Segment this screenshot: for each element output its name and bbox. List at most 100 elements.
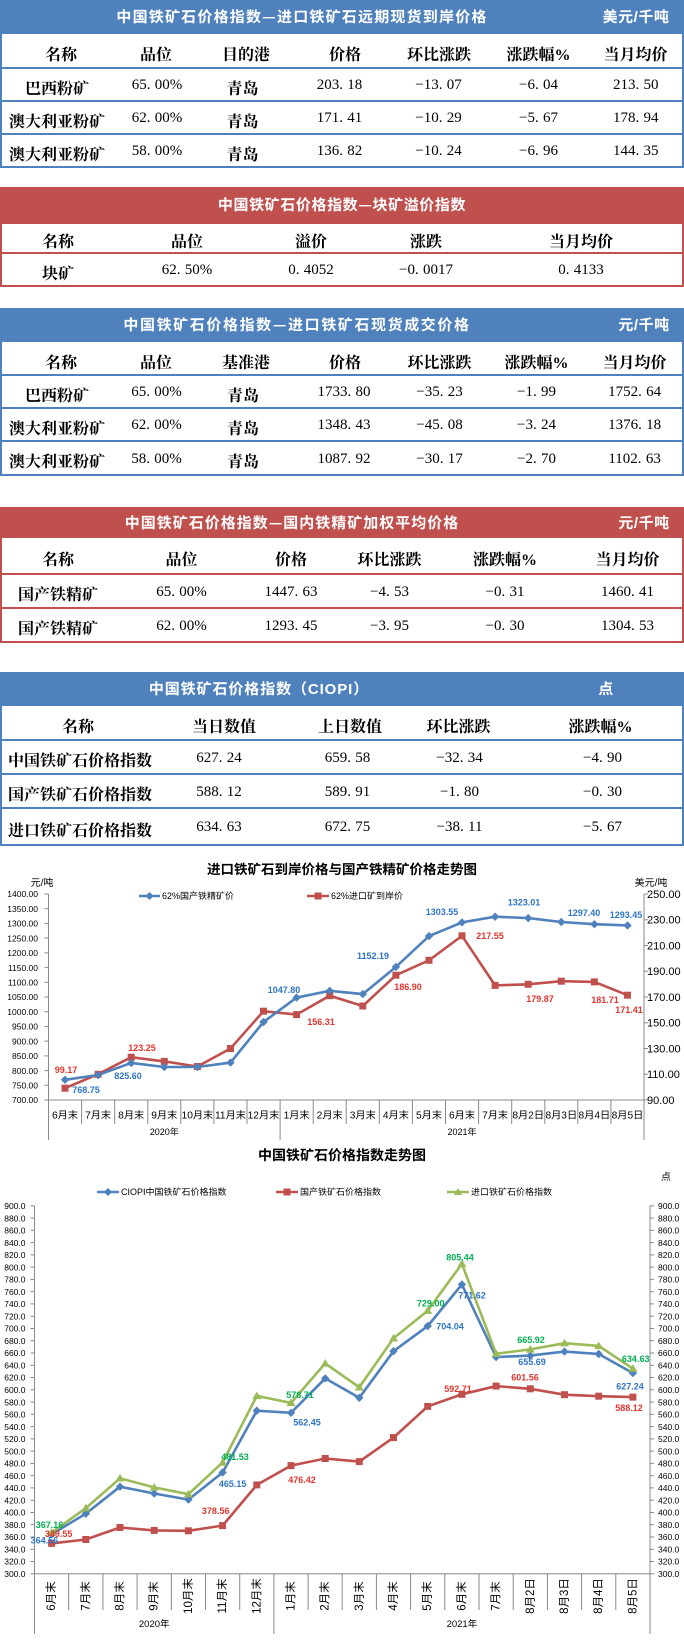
svg-text:805.44: 805.44	[446, 1251, 474, 1264]
svg-text:740.0: 740.0	[4, 1298, 26, 1310]
svg-text:360.0: 360.0	[4, 1531, 26, 1543]
svg-text:5月末: 5月末	[419, 1581, 435, 1611]
svg-text:8月3日: 8月3日	[556, 1578, 572, 1614]
svg-text:62%国产铁精矿价: 62%国产铁精矿价	[162, 889, 234, 902]
svg-text:7月末: 7月末	[488, 1581, 504, 1611]
svg-text:729.00: 729.00	[417, 1297, 445, 1310]
svg-text:8月2日: 8月2日	[522, 1578, 538, 1614]
svg-text:840.0: 840.0	[4, 1237, 26, 1249]
svg-text:580.0: 580.0	[4, 1396, 26, 1408]
svg-text:880.0: 880.0	[4, 1212, 26, 1224]
svg-text:660.0: 660.0	[4, 1347, 26, 1359]
svg-text:540.0: 540.0	[658, 1421, 680, 1433]
svg-text:217.55: 217.55	[476, 929, 504, 942]
svg-text:340.0: 340.0	[4, 1544, 26, 1556]
svg-text:1152.19: 1152.19	[357, 949, 389, 962]
svg-text:美元/吨: 美元/吨	[635, 874, 668, 889]
svg-text:634.63: 634.63	[622, 1352, 650, 1365]
svg-text:99.17: 99.17	[55, 1063, 78, 1076]
svg-text:3月末: 3月末	[351, 1581, 367, 1611]
svg-text:110.00: 110.00	[647, 1066, 680, 1082]
svg-text:170.00: 170.00	[647, 989, 681, 1005]
svg-text:349.55: 349.55	[45, 1527, 73, 1540]
svg-text:400.0: 400.0	[658, 1507, 680, 1519]
svg-text:2021年: 2021年	[447, 1616, 478, 1630]
svg-text:1月末: 1月末	[283, 1581, 299, 1611]
svg-text:320.0: 320.0	[658, 1556, 680, 1568]
svg-text:2020年: 2020年	[150, 1125, 179, 1138]
svg-text:601.56: 601.56	[511, 1371, 539, 1384]
svg-text:860.0: 860.0	[4, 1225, 26, 1237]
svg-text:150.00: 150.00	[647, 1015, 681, 1031]
svg-text:7月末: 7月末	[85, 1107, 111, 1122]
svg-text:1300.00: 1300.00	[7, 918, 38, 930]
svg-text:12月末: 12月末	[248, 1578, 264, 1614]
svg-text:700.0: 700.0	[658, 1323, 680, 1335]
svg-text:230.00: 230.00	[647, 912, 681, 928]
svg-text:国产铁矿石价格指数: 国产铁矿石价格指数	[300, 1185, 381, 1198]
svg-text:9月末: 9月末	[146, 1581, 162, 1611]
svg-text:476.42: 476.42	[288, 1473, 316, 1486]
svg-text:8月5日: 8月5日	[624, 1578, 640, 1614]
svg-text:4月末: 4月末	[383, 1107, 409, 1122]
svg-text:171.41: 171.41	[615, 1003, 643, 1016]
svg-text:320.0: 320.0	[4, 1556, 26, 1568]
svg-text:562.45: 562.45	[293, 1416, 321, 1429]
svg-text:62%进口矿到岸价: 62%进口矿到岸价	[331, 889, 403, 902]
svg-text:11月末: 11月末	[215, 1107, 246, 1122]
svg-text:580.0: 580.0	[658, 1396, 680, 1408]
svg-text:420.0: 420.0	[658, 1494, 680, 1506]
svg-text:5月末: 5月末	[416, 1107, 442, 1122]
svg-text:900.00: 900.00	[12, 1035, 38, 1047]
svg-text:123.25: 123.25	[128, 1041, 156, 1054]
svg-text:中国铁矿石价格指数走势图: 中国铁矿石价格指数走势图	[258, 1145, 426, 1165]
svg-text:190.00: 190.00	[647, 963, 681, 979]
svg-text:440.0: 440.0	[4, 1482, 26, 1494]
svg-text:8月4日: 8月4日	[579, 1107, 611, 1122]
svg-text:进口铁矿石价格指数: 进口铁矿石价格指数	[471, 1185, 552, 1198]
svg-text:380.0: 380.0	[4, 1519, 26, 1531]
svg-text:660.0: 660.0	[658, 1347, 680, 1359]
svg-text:400.0: 400.0	[4, 1507, 26, 1519]
svg-text:300.0: 300.0	[4, 1568, 26, 1580]
svg-text:768.75: 768.75	[72, 1083, 100, 1096]
svg-text:620.0: 620.0	[4, 1372, 26, 1384]
svg-text:6月末: 6月末	[453, 1581, 469, 1611]
svg-text:10月末: 10月末	[180, 1578, 196, 1614]
svg-text:1000.00: 1000.00	[7, 1006, 38, 1018]
svg-text:825.60: 825.60	[114, 1069, 142, 1082]
svg-text:540.0: 540.0	[4, 1421, 26, 1433]
svg-text:3月末: 3月末	[350, 1107, 376, 1122]
svg-text:8月2日: 8月2日	[512, 1107, 544, 1122]
svg-text:665.92: 665.92	[517, 1333, 545, 1346]
svg-text:1150.00: 1150.00	[8, 962, 38, 974]
svg-text:640.0: 640.0	[658, 1360, 680, 1372]
svg-text:750.00: 750.00	[12, 1080, 38, 1092]
svg-text:1100.00: 1100.00	[8, 977, 38, 989]
svg-text:210.00: 210.00	[647, 937, 681, 953]
svg-text:4月末: 4月末	[385, 1581, 401, 1611]
svg-text:780.0: 780.0	[658, 1274, 680, 1286]
svg-text:578.71: 578.71	[286, 1388, 314, 1401]
svg-text:340.0: 340.0	[658, 1544, 680, 1556]
svg-text:2021年: 2021年	[447, 1125, 476, 1138]
svg-text:10月末: 10月末	[182, 1107, 214, 1122]
svg-text:CIOPI中国铁矿石价格指数: CIOPI中国铁矿石价格指数	[121, 1185, 227, 1198]
svg-text:900.0: 900.0	[4, 1200, 26, 1212]
svg-text:800.00: 800.00	[12, 1065, 38, 1077]
svg-text:600.0: 600.0	[4, 1384, 26, 1396]
svg-text:704.04: 704.04	[436, 1320, 464, 1333]
svg-text:820.0: 820.0	[658, 1249, 680, 1261]
svg-text:592.71: 592.71	[444, 1382, 472, 1395]
svg-text:760.0: 760.0	[4, 1286, 26, 1298]
svg-text:进口铁矿石到岸价格与国产铁精矿价格走势图: 进口铁矿石到岸价格与国产铁精矿价格走势图	[207, 858, 477, 878]
svg-text:520.0: 520.0	[4, 1433, 26, 1445]
svg-text:1200.00: 1200.00	[7, 947, 38, 959]
svg-text:840.0: 840.0	[658, 1237, 680, 1249]
svg-text:800.0: 800.0	[658, 1261, 680, 1273]
svg-text:6月末: 6月末	[52, 1107, 78, 1122]
svg-text:950.00: 950.00	[12, 1021, 38, 1033]
svg-text:元/吨: 元/吨	[31, 874, 54, 889]
svg-text:360.0: 360.0	[658, 1531, 680, 1543]
svg-text:2020年: 2020年	[139, 1616, 170, 1630]
